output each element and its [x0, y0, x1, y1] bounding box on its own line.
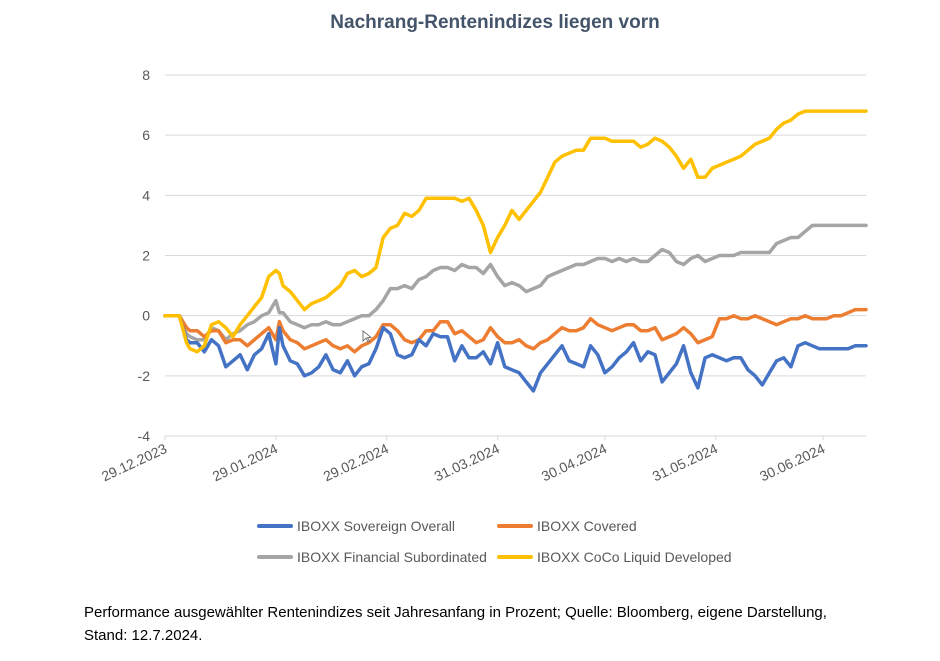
legend-item-coco: IBOXX CoCo Liquid Developed [497, 549, 732, 565]
legend-label: IBOXX CoCo Liquid Developed [537, 549, 732, 565]
y-axis: 8 6 4 2 0 -2 -4 [138, 67, 151, 444]
legend-swatch-financial-subordinated [257, 555, 293, 559]
chart-title: Nachrang-Rentenindizes liegen vorn [330, 12, 660, 33]
x-tick-label: 29.01.2024 [210, 440, 280, 484]
legend-label: IBOXX Covered [537, 518, 637, 534]
legend-item-sovereign: IBOXX Sovereign Overall [257, 518, 455, 534]
x-tick-label: 31.03.2024 [432, 440, 502, 484]
chart-caption: Performance ausgewählter Rentenindizes s… [84, 601, 914, 647]
legend-swatch-coco [497, 555, 533, 559]
line-chart: 8 6 4 2 0 -2 -4 29.12.2023 29.01.2024 29.02.2024… [99, 67, 868, 484]
y-tick-label: -2 [138, 368, 151, 384]
legend-label: IBOXX Sovereign Overall [297, 518, 455, 534]
mouse-cursor-icon [362, 330, 373, 343]
legend-label: IBOXX Financial Subordinated [297, 549, 487, 565]
x-tick-label: 29.02.2024 [321, 440, 391, 484]
caption-line-1: Performance ausgewählter Rentenindizes s… [84, 604, 827, 621]
x-tick-label: 30.04.2024 [539, 440, 609, 484]
series-line-iboxx-coco-liquid-developed [163, 109, 868, 354]
y-tick-label: 4 [142, 187, 150, 203]
y-tick-label: 2 [142, 248, 150, 264]
y-tick-label: 0 [142, 308, 150, 324]
x-tick-label: 31.05.2024 [650, 440, 720, 484]
series-line-iboxx-sovereign-overall [163, 313, 868, 393]
legend-swatch-covered [497, 524, 533, 528]
x-axis: 29.12.2023 29.01.2024 29.02.2024 31.03.2024… [99, 436, 828, 484]
legend-item-covered: IBOXX Covered [497, 518, 637, 534]
y-tick-label: -4 [138, 428, 151, 444]
x-tick-label: 30.06.2024 [757, 440, 827, 484]
series-lines [163, 109, 868, 393]
y-tick-label: 8 [142, 67, 150, 83]
series-line-iboxx-financial-subordinated [163, 223, 868, 342]
x-tick-label: 29.12.2023 [99, 440, 169, 484]
legend-item-financial-subordinated: IBOXX Financial Subordinated [257, 549, 487, 565]
gridlines [165, 74, 866, 437]
legend-swatch-sovereign [257, 524, 293, 528]
caption-line-2: Stand: 12.7.2024. [84, 627, 203, 644]
y-tick-label: 6 [142, 127, 150, 143]
